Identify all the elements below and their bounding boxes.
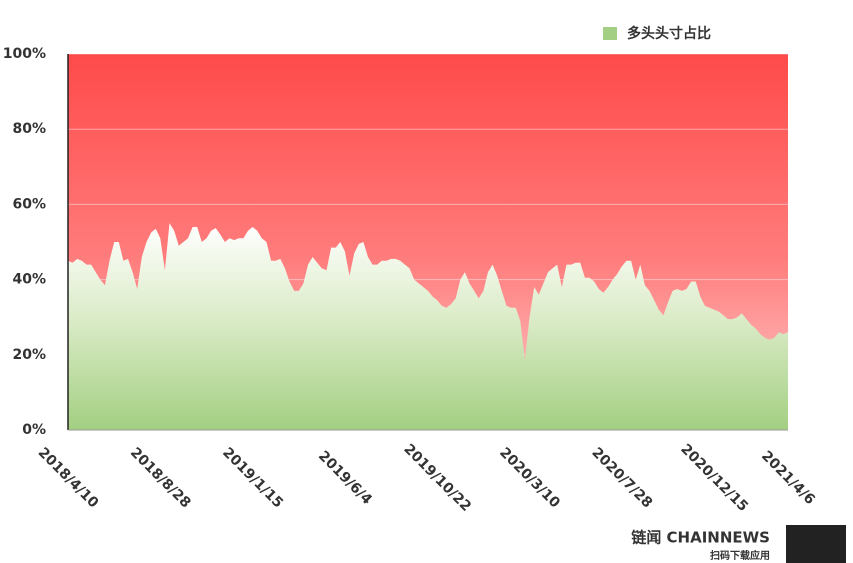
y-tick-label: 60% — [12, 196, 46, 212]
x-tick-label: 2019/10/22 — [400, 441, 474, 515]
x-tick-label: 2020/7/28 — [588, 445, 655, 512]
x-tick-label: 2018/4/10 — [35, 445, 102, 512]
qr-code — [786, 525, 846, 563]
y-tick-label: 20% — [12, 347, 46, 363]
x-tick-label: 2021/4/6 — [758, 448, 818, 508]
legend-swatch — [603, 27, 617, 40]
x-tick-label: 2019/1/15 — [219, 445, 286, 512]
area — [68, 223, 788, 430]
legend-label: 多头头寸占比 — [627, 25, 711, 42]
y-tick-label: 100% — [3, 46, 46, 62]
brand: 链闻 CHAINNEWS — [631, 529, 770, 547]
brand-caption: 扫码下载应用 — [710, 549, 770, 562]
y-tick-label: 40% — [12, 272, 46, 288]
y-tick-label: 0% — [22, 422, 46, 438]
y-tick-label: 80% — [12, 121, 46, 137]
x-tick-label: 2020/12/15 — [677, 441, 751, 515]
x-tick-label: 2019/6/4 — [315, 448, 375, 508]
x-tick-label: 2018/8/28 — [127, 445, 194, 512]
x-tick-label: 2020/3/10 — [496, 445, 563, 512]
